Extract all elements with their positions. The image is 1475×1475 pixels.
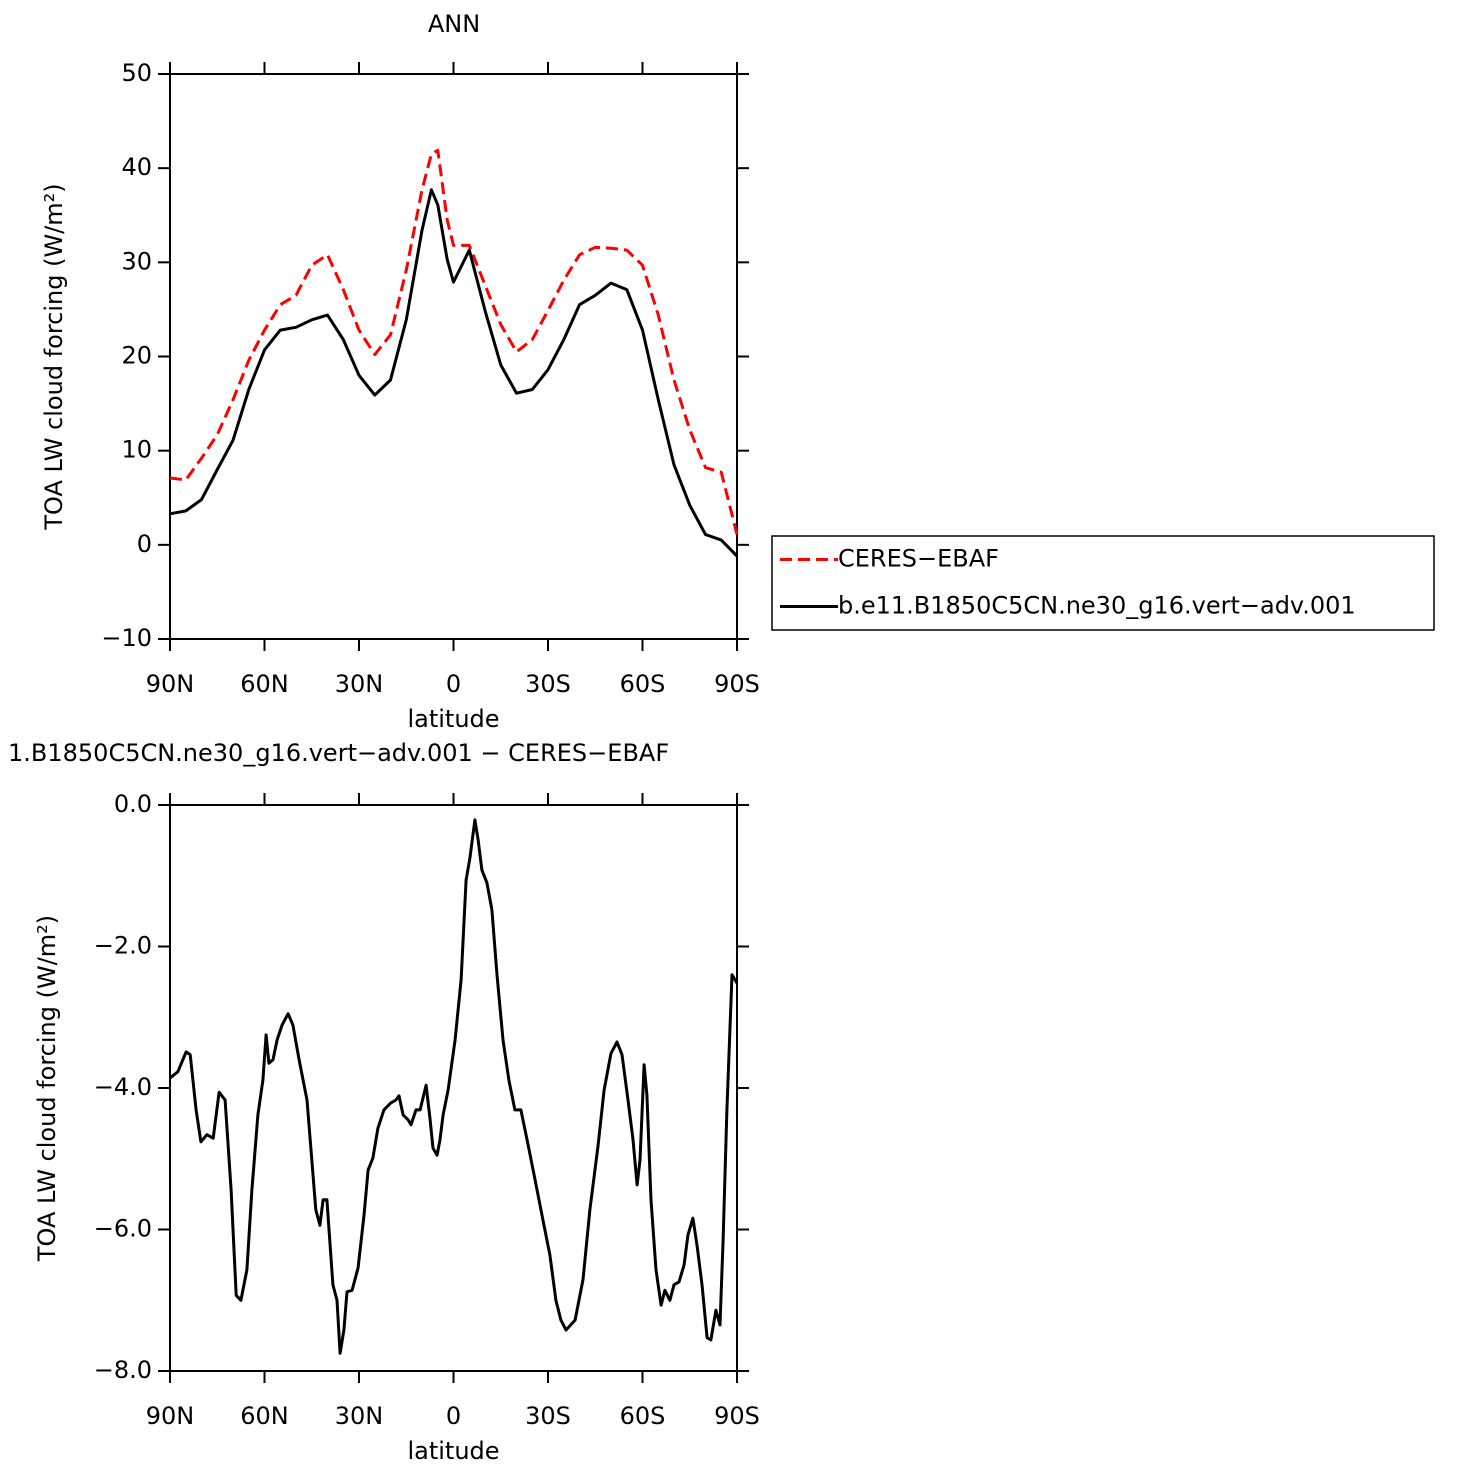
x-tick-label: 60S [620,1402,666,1430]
data-line [169,188,739,558]
y-tick-label: 0 [137,530,152,558]
x-tick-label: 90N [146,670,195,698]
legend-label: b.e11.B1850C5CN.ne30_g16.vert−adv.001 [838,592,1356,620]
y-tick-label: 10 [121,436,152,464]
x-tick-label: 60N [240,670,289,698]
chart-title: ANN [428,10,480,38]
x-tick-label: 0 [446,670,461,698]
y-tick-label: 0.0 [114,790,152,818]
y-tick-label: −2.0 [94,932,152,960]
x-tick-label: 30S [525,1402,571,1430]
legend-box [771,535,1435,631]
x-tick-label: 90S [714,670,760,698]
y-tick-label: −8.0 [94,1356,152,1384]
y-axis-label: TOA LW cloud forcing (W/m²) [33,915,61,1262]
x-tick-label: 60N [240,1402,289,1430]
data-line [169,148,739,535]
x-tick-label: 30N [335,1402,384,1430]
x-tick-label: 90S [714,1402,760,1430]
x-tick-label: 30N [335,670,384,698]
x-axis-label: latitude [407,1437,499,1465]
y-axis-label: TOA LW cloud forcing (W/m²) [40,183,68,530]
x-tick-label: 30S [525,670,571,698]
y-tick-label: −6.0 [94,1215,152,1243]
plot-frame [169,73,738,640]
y-tick-label: 40 [121,153,152,181]
y-tick-label: 30 [121,247,152,275]
y-tick-label: 20 [121,342,152,370]
y-tick-label: 50 [121,59,152,87]
chart-title: 1.B1850C5CN.ne30_g16.vert−adv.001 − CERE… [8,739,669,767]
y-tick-label: −4.0 [94,1073,152,1101]
plot-frame [169,804,738,1372]
x-tick-label: 60S [620,670,666,698]
data-line [169,818,739,1355]
x-tick-label: 90N [146,1402,195,1430]
legend-label: CERES−EBAF [838,545,999,573]
x-axis-label: latitude [407,705,499,733]
y-tick-label: −10 [101,624,152,652]
x-tick-label: 0 [446,1402,461,1430]
